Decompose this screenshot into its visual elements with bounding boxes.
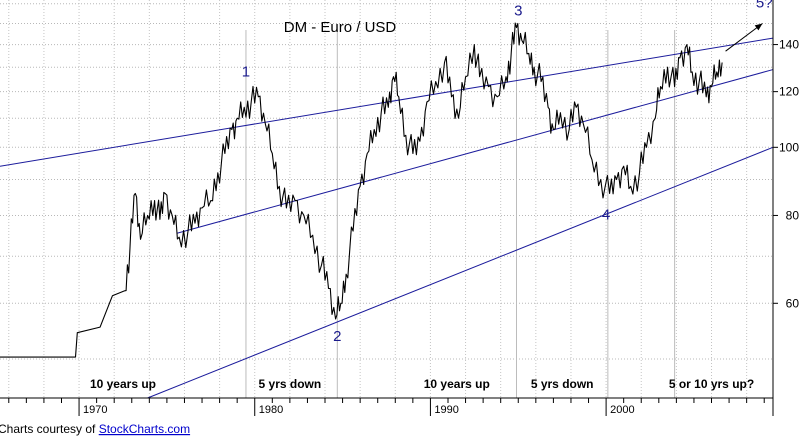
chart-title: DM - Euro / USD — [284, 19, 397, 36]
wave-label-3: 3 — [514, 2, 522, 19]
projection-arrow-line — [725, 23, 763, 52]
y-tick-label: 120 — [779, 85, 799, 99]
x-tick-label: 1990 — [434, 404, 458, 416]
phase-annotation-5: 5 or 10 yrs up? — [669, 377, 754, 391]
axis-layer: 60 80 100 120 140 1970 1980 1990 2000 — [0, 0, 799, 416]
y-tick-label: 80 — [786, 208, 800, 222]
phase-annotation-1: 10 years up — [90, 377, 156, 391]
wave-label-2: 2 — [333, 328, 341, 345]
phase-annotation-2: 5 yrs down — [259, 377, 322, 391]
x-tick-label: 1970 — [83, 404, 107, 416]
grid-layer — [0, 0, 773, 398]
price-series-line — [0, 22, 723, 358]
y-tick-label: 60 — [786, 296, 800, 310]
series-layer — [0, 22, 723, 358]
x-tick-label: 2000 — [610, 404, 634, 416]
wave-label-4: 4 — [602, 206, 610, 223]
phase-annotation-3: 10 years up — [424, 377, 490, 391]
vertical-marker-layer — [245, 30, 676, 398]
projection-arrow-head — [754, 23, 763, 31]
label-layer: 1 2 3 4 5? 10 years up 5 yrs down 10 years up 5 … — [90, 0, 773, 391]
x-tick-label: 1980 — [259, 404, 283, 416]
channel-line-3 — [147, 146, 774, 399]
y-tick-label: 100 — [779, 140, 799, 154]
wave-label-5: 5? — [756, 0, 773, 12]
channel-line-2 — [177, 69, 774, 234]
phase-annotation-4: 5 yrs down — [531, 377, 594, 391]
y-tick-label: 140 — [779, 38, 799, 52]
wave-label-1: 1 — [242, 64, 250, 81]
